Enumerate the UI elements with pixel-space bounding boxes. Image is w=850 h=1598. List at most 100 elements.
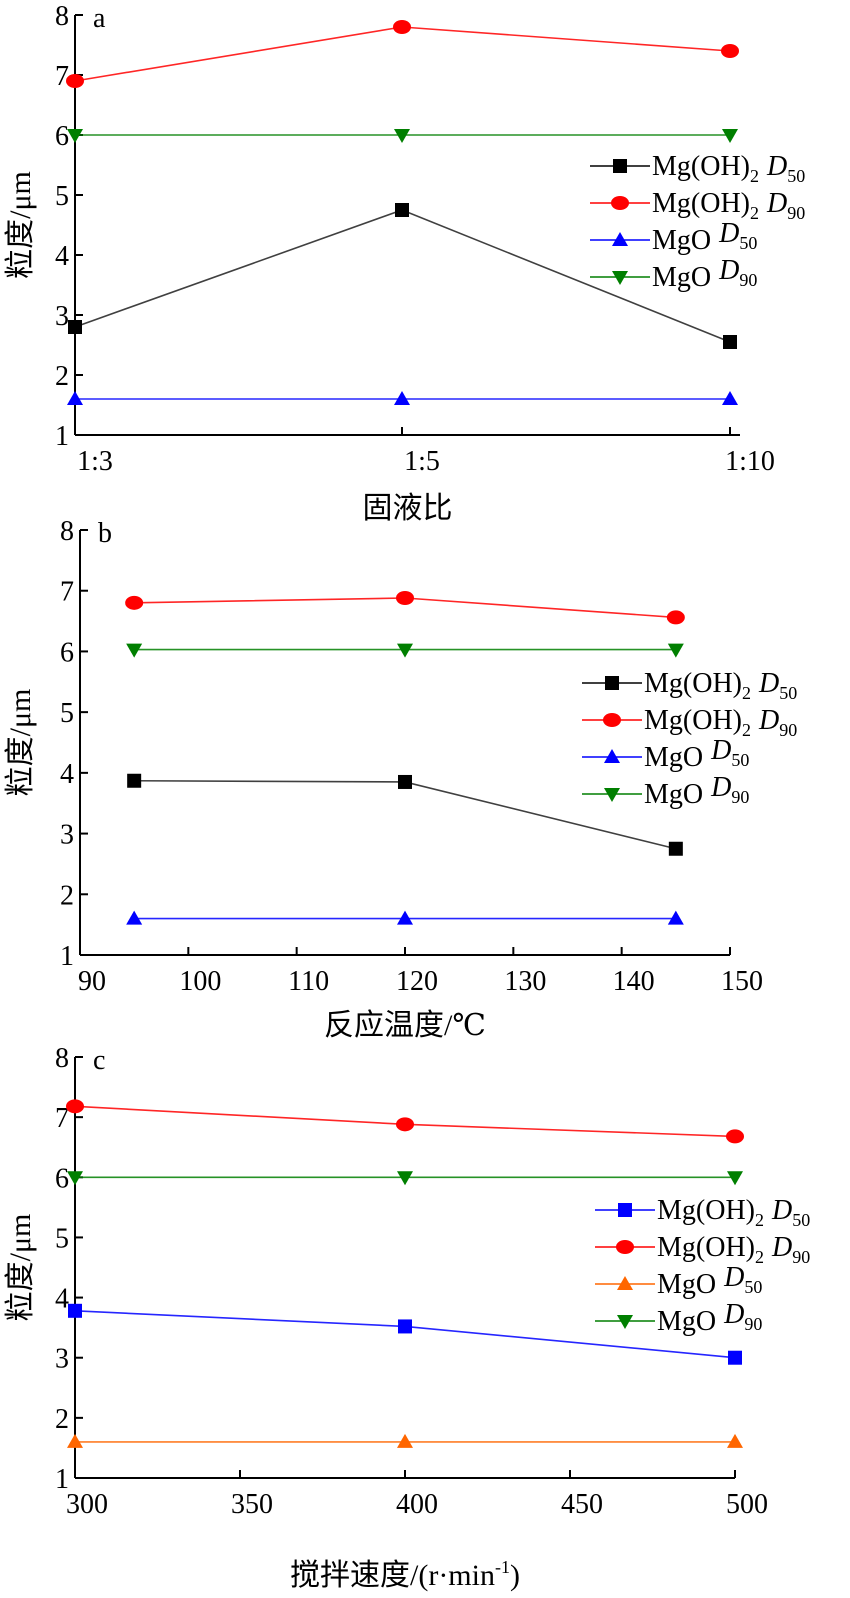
legend-sub: 90: [792, 1247, 810, 1267]
legend-label: Mg(OH)2 D50: [644, 668, 797, 703]
series-1: Mg(OH)2 D90: [66, 20, 805, 223]
data-point: [396, 1117, 414, 1132]
legend-sub: 90: [744, 1314, 762, 1334]
x-tick-label: 300: [66, 1489, 108, 1520]
y-tick-label: 5: [60, 698, 74, 729]
data-point: [668, 841, 683, 856]
legend-label: MgO D50: [644, 735, 749, 773]
data-point: [395, 203, 409, 217]
x-tick-label: 1:5: [404, 446, 440, 477]
legend-marker: [618, 1203, 632, 1217]
series-0: Mg(OH)2 D50: [68, 151, 805, 349]
data-point: [394, 129, 410, 143]
y-tick-label: 5: [55, 181, 69, 212]
data-point: [398, 1319, 412, 1334]
data-point: [722, 391, 738, 405]
data-point: [67, 1171, 83, 1186]
legend-marker: [604, 788, 620, 802]
y-axis-label: 粒度/μm: [4, 1214, 37, 1322]
data-point: [67, 129, 83, 143]
legend-label: Mg(OH)2 D90: [644, 705, 797, 740]
legend-label: Mg(OH)2 D50: [652, 151, 805, 186]
x-axis-label-end: ): [510, 1559, 520, 1592]
x-tick-label: 450: [561, 1489, 603, 1520]
series-1: Mg(OH)2 D90: [125, 591, 797, 740]
legend-name: MgO: [657, 1269, 716, 1300]
data-point: [397, 643, 413, 658]
y-tick-label: 7: [55, 61, 69, 92]
legend-label: Mg(OH)2 D50: [657, 1195, 810, 1230]
legend-d: D: [771, 1195, 792, 1226]
x-tick-label: 350: [231, 1489, 273, 1520]
data-point: [723, 335, 737, 349]
data-point: [397, 1171, 413, 1186]
data-point: [398, 774, 412, 789]
series-3: MgO D90: [67, 1171, 762, 1337]
x-tick-label: 140: [613, 966, 655, 997]
y-tick-label: 8: [55, 1, 69, 32]
y-tick-label: 8: [55, 1043, 69, 1074]
y-tick-label: 6: [60, 637, 74, 668]
legend-d: D: [723, 1299, 744, 1330]
series-line: [134, 779, 677, 850]
x-tick-label: 100: [179, 966, 221, 997]
data-point: [667, 910, 684, 925]
legend-d: D: [758, 705, 779, 736]
legend-name: Mg(OH): [657, 1232, 755, 1263]
legend-sub: 2: [755, 1247, 764, 1267]
data-point: [66, 1099, 84, 1114]
legend-sub: 2: [750, 166, 759, 186]
legend-d: D: [766, 151, 787, 182]
y-tick-label: 5: [55, 1223, 69, 1254]
legend-d: D: [766, 188, 787, 219]
panel-letter: c: [93, 1045, 105, 1076]
series-3: MgO D90: [126, 643, 749, 810]
y-axis-label: 粒度/μm: [4, 689, 37, 797]
y-tick-label: 4: [60, 759, 74, 790]
legend-label: MgO D90: [644, 772, 749, 810]
data-point: [396, 591, 414, 605]
x-tick-label: 400: [396, 1489, 438, 1520]
data-point: [68, 1303, 82, 1318]
data-point: [728, 1350, 742, 1365]
x-tick-label: 90: [78, 966, 106, 997]
y-tick-label: 3: [60, 820, 74, 851]
data-point: [126, 910, 143, 925]
data-point: [727, 1171, 743, 1186]
legend-sub: 2: [742, 720, 751, 740]
data-point: [66, 74, 84, 88]
y-tick-label: 3: [55, 301, 69, 332]
legend-marker: [611, 196, 629, 210]
data-point: [397, 1433, 413, 1448]
legend-d: D: [710, 772, 731, 803]
data-point: [68, 320, 82, 334]
legend-sub: 90: [787, 203, 805, 223]
legend-marker: [603, 713, 621, 727]
x-tick-label: 130: [504, 966, 546, 997]
legend-name: MgO: [652, 225, 711, 256]
x-axis-label: 固液比: [363, 492, 453, 525]
y-tick-label: 2: [55, 361, 69, 392]
x-tick-label: 150: [721, 966, 763, 997]
legend-d: D: [758, 668, 779, 699]
y-tick-label: 3: [55, 1344, 69, 1375]
x-tick-label: 120: [396, 966, 438, 997]
legend-sub: 90: [739, 270, 757, 290]
data-point: [126, 643, 143, 658]
legend-sub: 50: [731, 750, 749, 770]
legend-sub: 2: [750, 203, 759, 223]
data-point: [127, 773, 142, 788]
legend-label: MgO D90: [652, 255, 757, 293]
legend-label: MgO D50: [652, 218, 757, 256]
chart-panel-b: 1 2 3 4 5 6 7 8 90 100 110 120 130 140 150 b 粒度/μm 反应温度/℃…: [4, 516, 797, 1042]
legend-marker: [605, 676, 619, 690]
legend-sub: 50: [739, 233, 757, 253]
x-tick-label: 500: [726, 1489, 768, 1520]
legend-name: MgO: [644, 742, 703, 773]
series-0: Mg(OH)2 D50: [68, 1195, 810, 1365]
x-axis-label-main: 搅拌速度/(r·min: [290, 1559, 495, 1592]
data-point: [67, 391, 83, 405]
data-point: [67, 1433, 83, 1448]
panel-letter: a: [93, 3, 106, 34]
